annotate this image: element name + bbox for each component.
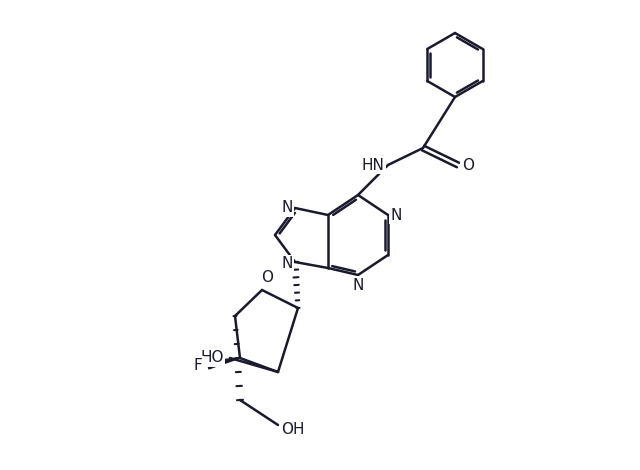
Text: N: N (390, 207, 402, 222)
Text: HN: HN (362, 157, 385, 172)
Text: N: N (282, 201, 292, 216)
Text: N: N (282, 257, 292, 272)
Text: OH: OH (281, 423, 305, 438)
Text: O: O (462, 158, 474, 173)
Text: F: F (194, 358, 202, 373)
Text: N: N (352, 277, 364, 292)
Text: O: O (261, 271, 273, 285)
Text: HO: HO (200, 351, 224, 366)
Polygon shape (207, 358, 240, 369)
